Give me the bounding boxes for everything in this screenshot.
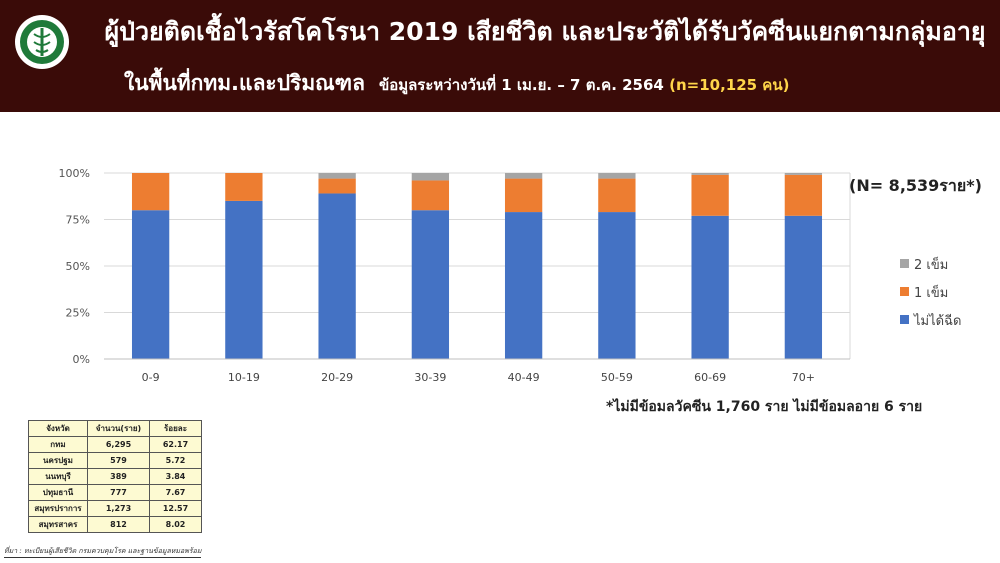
x-tick-label: 70+ xyxy=(792,371,815,384)
legend-swatch xyxy=(900,259,909,268)
bar-segment xyxy=(598,178,636,213)
bar-segment xyxy=(784,173,823,175)
y-tick-label: 100% xyxy=(59,167,90,180)
table-cell: กทม xyxy=(28,436,88,453)
y-axis-ticks: 0% 25% 50% 75% 100% xyxy=(59,167,90,366)
bar-segment xyxy=(411,180,450,211)
legend-label: ไม่ได้ฉีด xyxy=(914,314,962,329)
bar-segment xyxy=(131,210,170,359)
table-row: นนทบุรี 389 3.84 xyxy=(28,468,202,485)
ministry-of-public-health-seal-icon xyxy=(15,15,69,69)
table-cell: 1,273 xyxy=(87,500,150,517)
table-cell: 389 xyxy=(87,468,150,485)
table-cell: 6,295 xyxy=(87,436,150,453)
province-table: จังหวัด จำนวน(ราย) ร้อยละ กทม 6,295 62.1… xyxy=(28,420,202,533)
bar-segment xyxy=(784,215,823,359)
legend-swatch xyxy=(900,315,909,324)
x-tick-label: 50-59 xyxy=(601,371,633,384)
table-cell: 3.84 xyxy=(149,468,202,485)
page-subtitle: ในพื้นที่กทม.และปริมณฑล ข้อมูลระหว่างวันท… xyxy=(124,67,789,100)
x-axis-ticks: 0-9 10-19 20-29 30-39 40-49 50-59 60-69 70+ xyxy=(104,358,850,384)
table-header-cell: จังหวัด xyxy=(28,420,88,437)
bar-segment xyxy=(318,173,356,179)
bar-segment xyxy=(691,174,729,216)
bar-segment xyxy=(225,173,263,201)
bar-segment xyxy=(598,173,636,179)
table-cell: 62.17 xyxy=(149,436,202,453)
source-note: ที่มา : ทะเบียนผู้เสียชีวิต กรมควบคุมโรค… xyxy=(4,546,202,558)
table-header-cell: ร้อยละ xyxy=(149,420,202,437)
y-tick-label: 75% xyxy=(66,214,90,227)
bar-segment xyxy=(318,178,356,194)
table-cell: สมุทรปราการ xyxy=(28,500,88,517)
chart-bars xyxy=(131,173,823,359)
y-tick-label: 25% xyxy=(66,307,90,320)
table-header-row: จังหวัด จำนวน(ราย) ร้อยละ xyxy=(28,420,202,437)
x-tick-label: 30-39 xyxy=(414,371,446,384)
legend-swatch xyxy=(900,287,909,296)
table-cell: นครปฐม xyxy=(28,452,88,469)
bar-segment xyxy=(411,173,450,181)
table-cell: 812 xyxy=(87,516,150,533)
bar-segment xyxy=(131,173,170,211)
table-row: ปทุมธานี 777 7.67 xyxy=(28,484,202,501)
sample-size-annotation: (N= 8,539ราย*) xyxy=(849,176,982,195)
stacked-bar-chart: 0% 25% 50% 75% 100% 0-9 10-19 20-29 30-39 40-49 5… xyxy=(59,167,851,384)
page-title: ผู้ป่วยติดเชื้อไวรัสโคโรนา 2019 เสียชีวิ… xyxy=(104,17,986,46)
table-cell: 5.72 xyxy=(149,452,202,469)
legend-label: 1 เข็ม xyxy=(914,286,949,301)
y-tick-label: 50% xyxy=(66,260,90,273)
bar-segment xyxy=(411,210,450,359)
bar-segment xyxy=(784,174,823,216)
header-banner: ผู้ป่วยติดเชื้อไวรัสโคโรนา 2019 เสียชีวิ… xyxy=(0,0,1000,112)
table-row: กทม 6,295 62.17 xyxy=(28,436,202,453)
x-tick-label: 20-29 xyxy=(321,371,353,384)
bar-segment xyxy=(504,173,543,179)
table-cell: 777 xyxy=(87,484,150,501)
table-cell: สมุทรสาคร xyxy=(28,516,88,533)
table-cell: 12.57 xyxy=(149,500,202,517)
table-cell: ปทุมธานี xyxy=(28,484,88,501)
table-cell: 7.67 xyxy=(149,484,202,501)
bar-segment xyxy=(504,212,543,359)
date-range: ข้อมูลระหว่างวันที่ 1 เม.ย. – 7 ต.ค. 256… xyxy=(379,76,790,94)
bar-segment xyxy=(225,200,263,359)
table-cell: 579 xyxy=(87,452,150,469)
bar-segment xyxy=(691,173,729,175)
x-tick-label: 0-9 xyxy=(142,371,160,384)
table-row: สมุทรปราการ 1,273 12.57 xyxy=(28,500,202,517)
x-tick-label: 10-19 xyxy=(228,371,260,384)
bar-segment xyxy=(691,215,729,359)
legend-label: 2 เข็ม xyxy=(914,258,949,273)
y-tick-label: 0% xyxy=(73,353,90,366)
x-tick-label: 40-49 xyxy=(508,371,540,384)
bar-segment xyxy=(598,212,636,359)
area-label: ในพื้นที่กทม.และปริมณฑล xyxy=(124,71,365,95)
date-range-text: ข้อมูลระหว่างวันที่ 1 เม.ย. – 7 ต.ค. 256… xyxy=(378,76,664,94)
table-row: นครปฐม 579 5.72 xyxy=(28,452,202,469)
chart-gridlines xyxy=(104,172,851,360)
total-count: (n=10,125 คน) xyxy=(669,76,790,94)
table-header-cell: จำนวน(ราย) xyxy=(87,420,150,437)
x-tick-label: 60-69 xyxy=(694,371,726,384)
table-cell: 8.02 xyxy=(149,516,202,533)
chart-footnote: *ไม่มีข้อมลวัคซีน 1,760 ราย ไม่มีข้อมลอา… xyxy=(606,399,923,415)
table-cell: นนทบุรี xyxy=(28,468,88,485)
bar-segment xyxy=(318,193,356,359)
table-row: สมุทรสาคร 812 8.02 xyxy=(28,516,202,533)
bar-segment xyxy=(504,178,543,213)
